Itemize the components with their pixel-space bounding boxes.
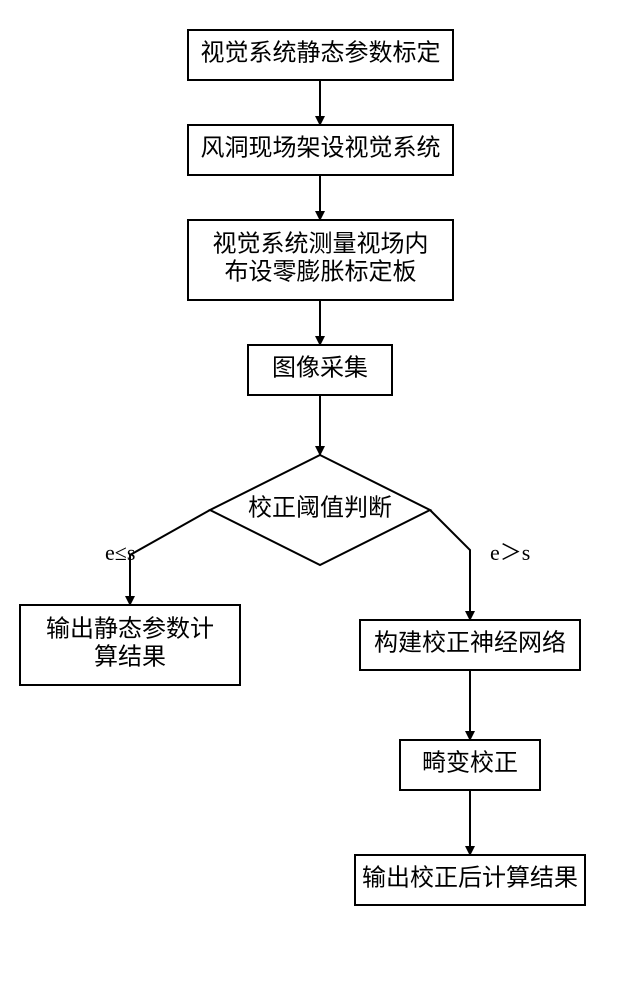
node-label-n8-l0: 畸变校正 bbox=[422, 750, 518, 777]
node-label-n1-l0: 视觉系统静态参数标定 bbox=[201, 40, 441, 67]
node-label-n6-l0: 输出静态参数计 bbox=[46, 616, 214, 643]
edge-label-n5-n6: e≤s bbox=[105, 540, 135, 565]
node-label-n2-l0: 风洞现场架设视觉系统 bbox=[201, 135, 441, 162]
node-label-n4-l0: 图像采集 bbox=[272, 355, 368, 382]
edge-n5-n7 bbox=[430, 510, 470, 620]
node-label-n5-l0: 校正阈值判断 bbox=[248, 495, 392, 522]
node-label-n6-l1: 算结果 bbox=[94, 644, 166, 671]
node-label-n3-l1: 布设零膨胀标定板 bbox=[225, 259, 417, 286]
node-label-n9-l0: 输出校正后计算结果 bbox=[362, 865, 578, 892]
edge-n5-n6 bbox=[130, 510, 210, 605]
node-label-n3-l0: 视觉系统测量视场内 bbox=[213, 231, 429, 258]
edge-label-n5-n7: e＞s bbox=[490, 540, 530, 565]
node-label-n7-l0: 构建校正神经网络 bbox=[374, 630, 566, 657]
